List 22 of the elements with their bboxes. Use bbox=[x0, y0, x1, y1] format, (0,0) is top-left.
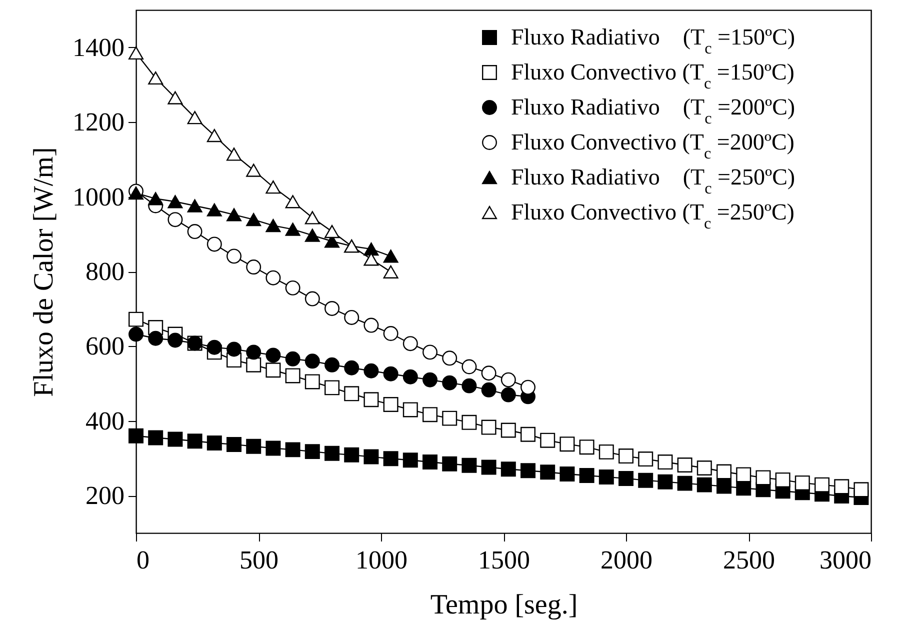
y-tick-label: 1200 bbox=[72, 108, 124, 137]
y-tick-label: 800 bbox=[86, 257, 124, 286]
legend-label: Fluxo Convectivo (T$_{c}$ =150ºC) bbox=[511, 60, 794, 92]
y-axis-title: Fluxo de Calor [W/m] bbox=[28, 147, 60, 397]
legend-label: Fluxo Radiativo (T$_{c}$ =150ºC) bbox=[511, 24, 796, 57]
x-tick-label: 2500 bbox=[723, 546, 775, 574]
x-tick-label: 1500 bbox=[478, 546, 530, 574]
y-tick-label: 600 bbox=[86, 332, 124, 361]
x-tick-label: 0 bbox=[136, 546, 150, 574]
legend-label: Fluxo Convectivo (T$_{c}$ =250ºC) bbox=[511, 200, 794, 232]
x-axis-title: Tempo [seg.] bbox=[430, 590, 578, 620]
y-tick-label: 1000 bbox=[72, 182, 124, 212]
x-tick-label: 3000 bbox=[820, 546, 872, 574]
legend-label: Fluxo Radiativo (T$_{c}$ =200ºC) bbox=[511, 94, 796, 127]
legend-label: Fluxo Convectivo (T$_{c}$ =200ºC) bbox=[511, 130, 794, 162]
y-tick-label: 1400 bbox=[72, 32, 124, 62]
x-tick-label: 500 bbox=[240, 546, 278, 574]
x-tick-label: 1000 bbox=[356, 546, 408, 574]
x-tick-label: 2000 bbox=[600, 546, 652, 574]
legend-label: Fluxo Radiativo (T$_{c}$ =250ºC) bbox=[511, 164, 796, 197]
y-tick-label: 200 bbox=[86, 481, 124, 510]
y-tick-label: 400 bbox=[86, 406, 124, 436]
